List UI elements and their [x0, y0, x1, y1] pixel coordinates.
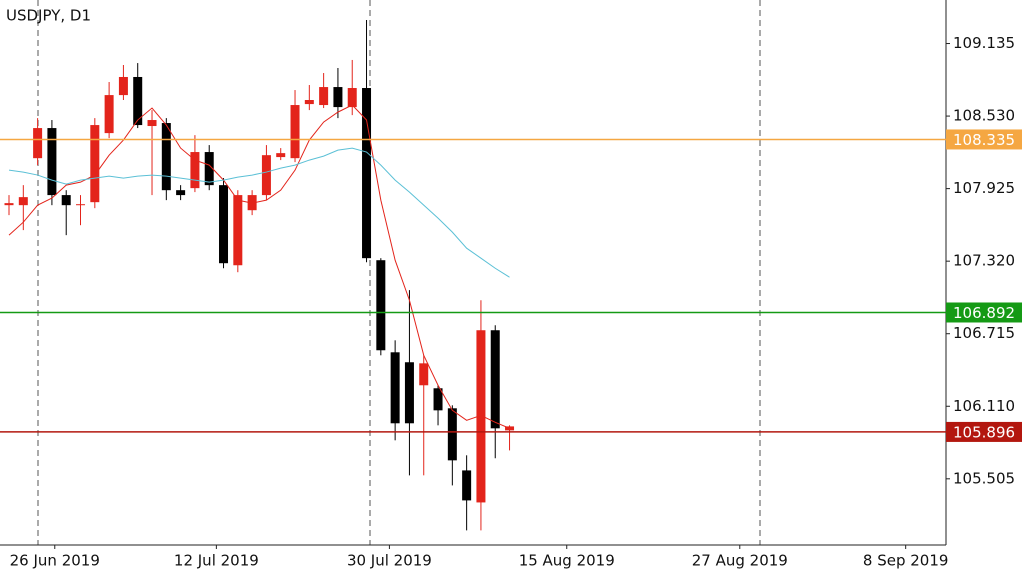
- candle-body: [133, 76, 143, 126]
- candle-body: [490, 330, 500, 429]
- x-tick-label: 12 Jul 2019: [174, 552, 259, 570]
- chart-title: USDJPY, D1: [6, 7, 91, 25]
- price-level-label: 106.892: [953, 304, 1015, 322]
- price-level-tag: [946, 421, 1022, 442]
- candle-body: [447, 408, 457, 461]
- x-tick-label: 26 Jun 2019: [10, 552, 100, 570]
- x-tick-label: 30 Jul 2019: [347, 552, 432, 570]
- x-tick-label: 8 Sep 2019: [863, 552, 949, 570]
- y-tick-label: 105.505: [953, 469, 1015, 487]
- price-level-tag: [946, 129, 1022, 150]
- y-tick-label: 109.135: [953, 34, 1015, 52]
- candle-body: [290, 105, 300, 159]
- candle-body: [505, 426, 515, 431]
- candle-body: [76, 204, 86, 206]
- price-level-label: 105.896: [953, 423, 1015, 441]
- candle-body: [4, 203, 14, 206]
- candle-body: [333, 87, 343, 108]
- candle-body: [161, 123, 171, 191]
- candle-body: [419, 363, 429, 386]
- candle-body: [390, 352, 400, 424]
- y-tick-label: 108.530: [953, 107, 1015, 125]
- candle-body: [404, 362, 414, 424]
- price-level-tag: [946, 302, 1022, 323]
- candle-body: [147, 120, 157, 127]
- candle-body: [118, 76, 128, 96]
- candle-body: [376, 260, 386, 351]
- y-tick-label: 106.715: [953, 324, 1015, 342]
- candle-body: [90, 125, 100, 203]
- candle-body: [204, 152, 214, 186]
- y-tick-label: 107.320: [953, 252, 1015, 270]
- candle-body: [219, 185, 229, 264]
- y-tick-label: 107.925: [953, 179, 1015, 197]
- x-tick-label: 27 Aug 2019: [692, 552, 788, 570]
- candle-body: [33, 128, 43, 159]
- candle-body: [476, 330, 486, 503]
- candle-body: [47, 128, 57, 196]
- y-tick-label: 106.110: [953, 397, 1015, 415]
- candle-body: [233, 195, 243, 266]
- candle-body: [190, 152, 200, 189]
- price-level-label: 108.335: [953, 131, 1015, 149]
- candle-body: [18, 197, 28, 206]
- candle-body: [462, 470, 472, 501]
- candle-body: [433, 388, 443, 411]
- candle-body: [319, 87, 329, 106]
- moving-average: [8, 147, 510, 278]
- moving-average: [8, 104, 510, 429]
- candle-body: [176, 190, 186, 196]
- candle-body: [61, 195, 71, 206]
- candle-body: [362, 88, 372, 259]
- candle-body: [104, 95, 114, 134]
- candle-body: [304, 100, 314, 105]
- candle-body: [261, 155, 271, 196]
- x-tick-label: 15 Aug 2019: [519, 552, 615, 570]
- candle-body: [276, 153, 286, 158]
- candle-body: [347, 88, 357, 108]
